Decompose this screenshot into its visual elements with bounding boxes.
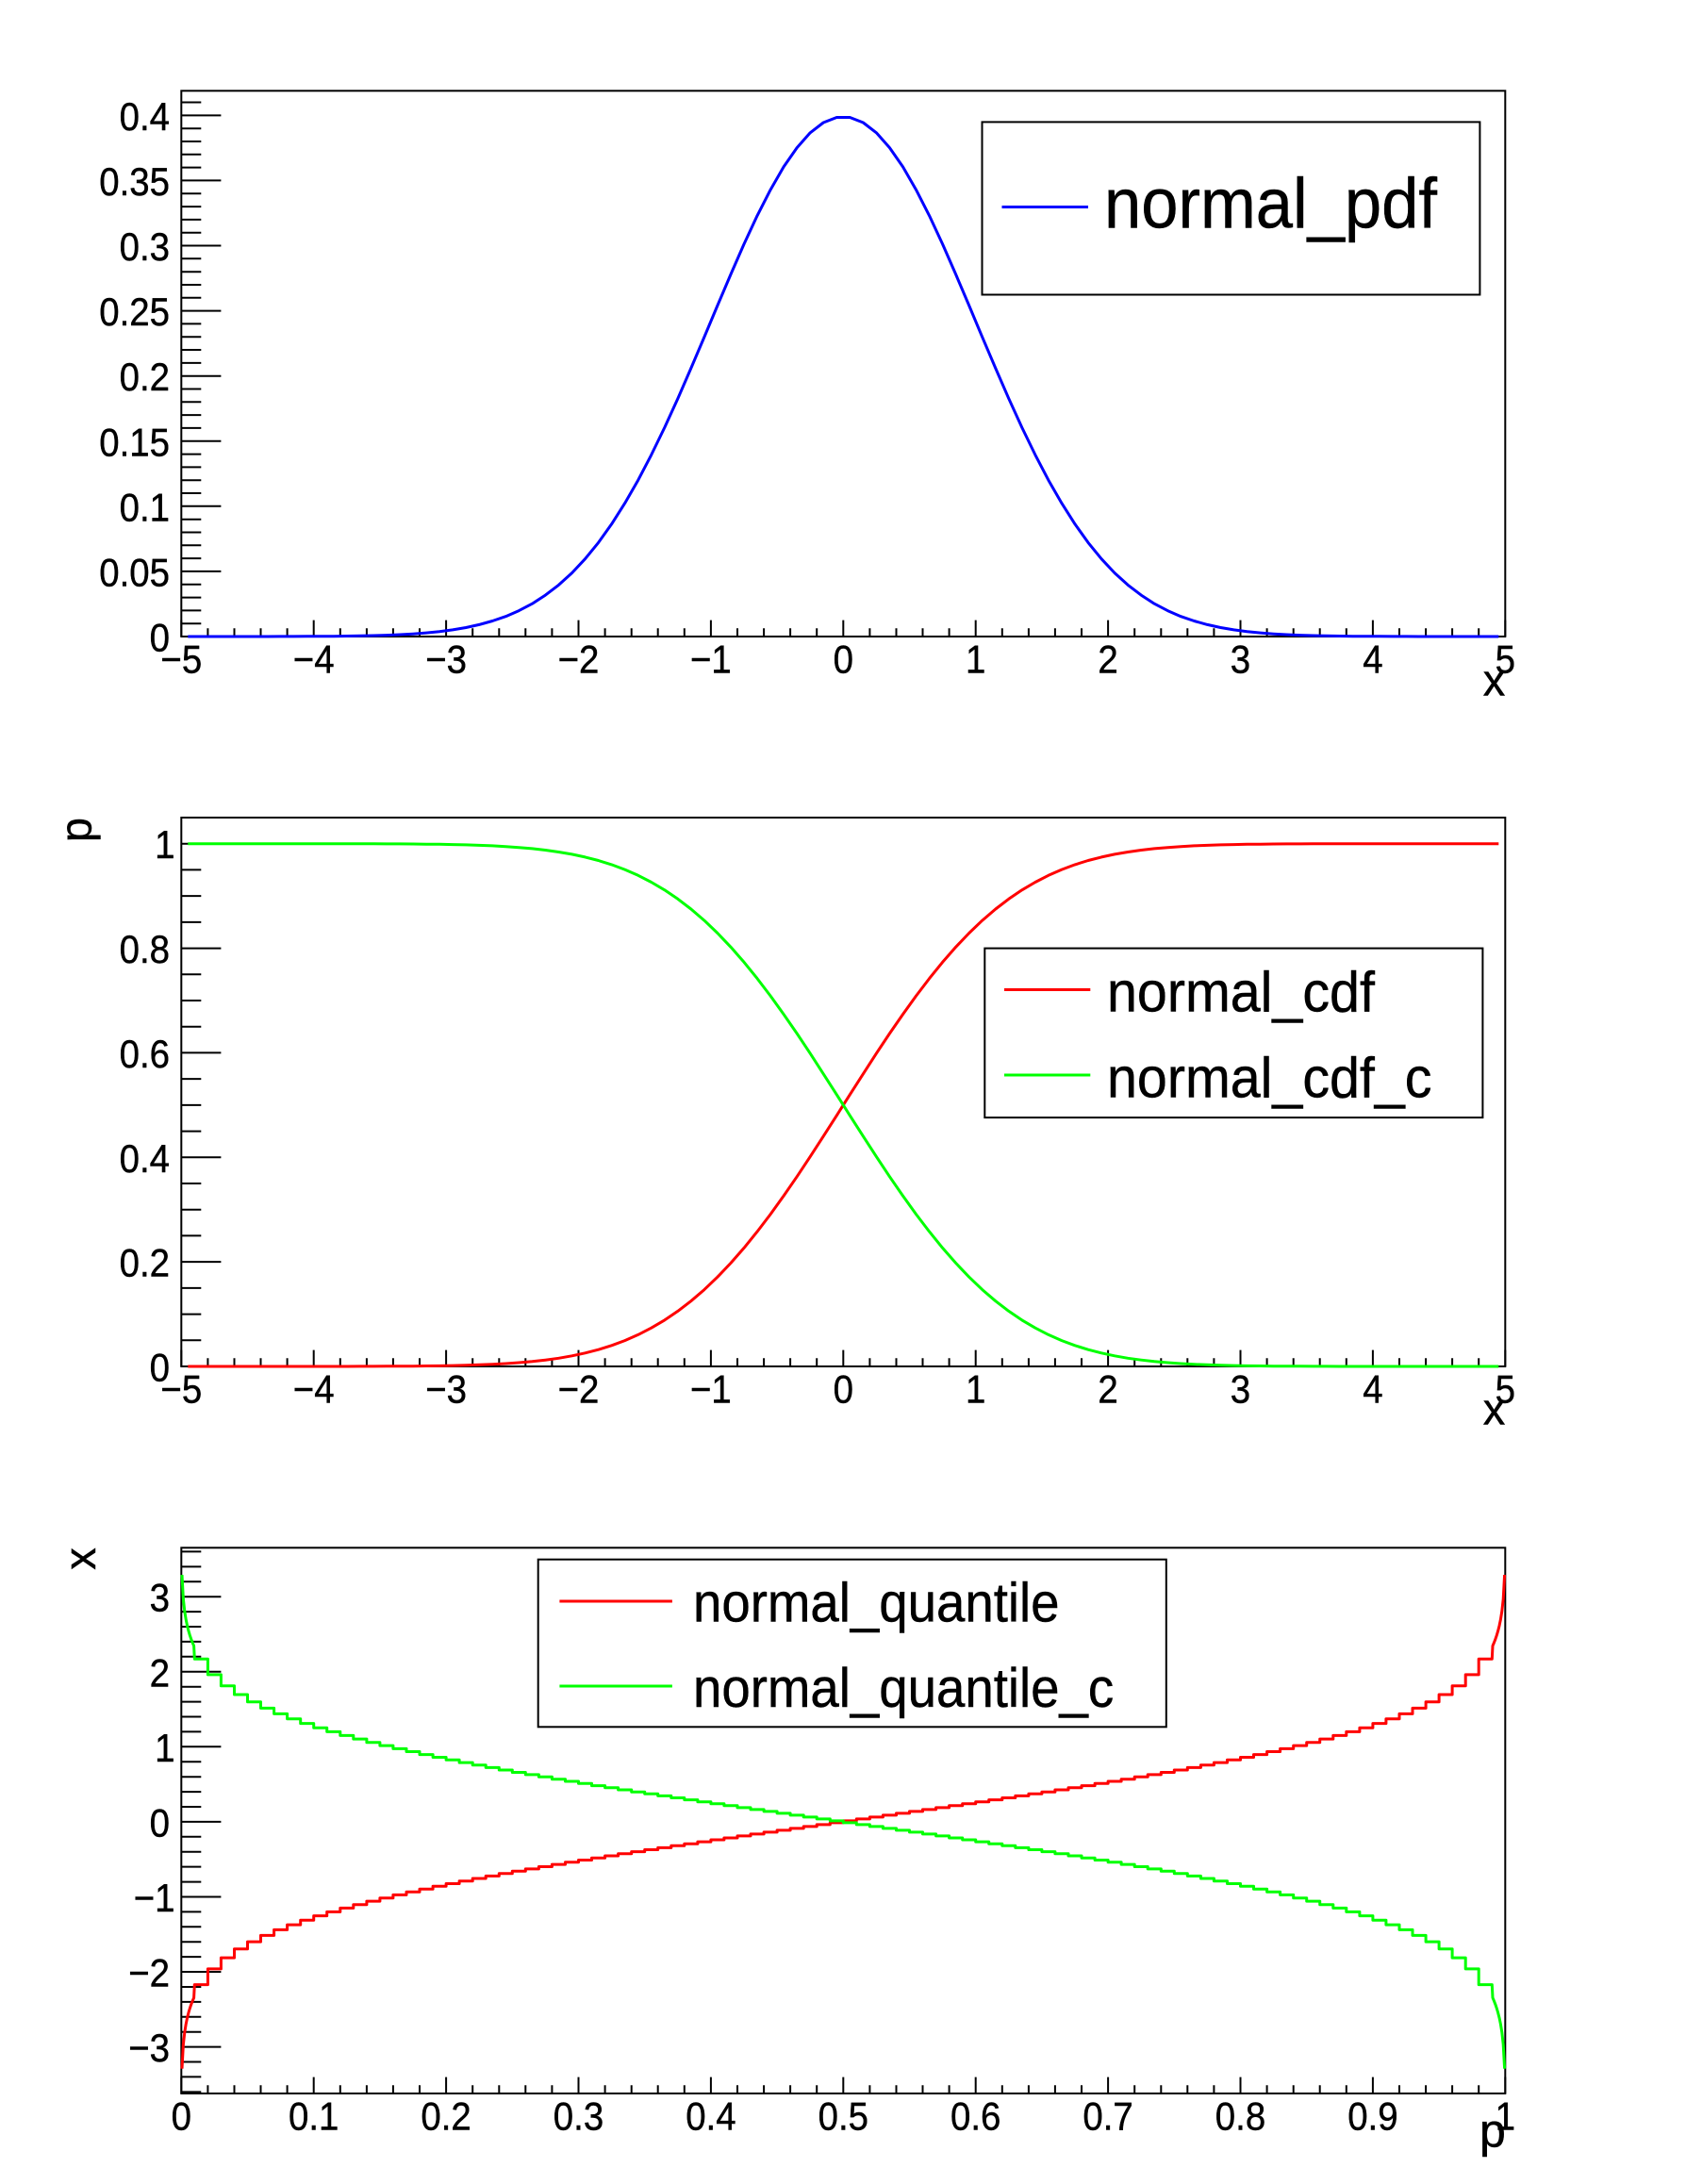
svg-text:normal_pdf: normal_pdf xyxy=(1104,164,1437,243)
svg-text:0.8: 0.8 xyxy=(1215,2094,1265,2139)
svg-text:1: 1 xyxy=(155,822,174,867)
svg-text:0: 0 xyxy=(172,2094,191,2139)
svg-text:x: x xyxy=(1483,1384,1506,1434)
svg-text:p: p xyxy=(51,818,101,842)
svg-text:normal_quantile_c: normal_quantile_c xyxy=(693,1658,1114,1719)
svg-text:0.1: 0.1 xyxy=(120,485,170,529)
svg-text:0.2: 0.2 xyxy=(120,1241,170,1285)
svg-text:0: 0 xyxy=(150,1800,170,1845)
svg-text:−1: −1 xyxy=(134,1876,175,1920)
svg-text:−3: −3 xyxy=(425,637,467,682)
svg-text:0.2: 0.2 xyxy=(120,355,170,399)
svg-text:0.6: 0.6 xyxy=(120,1032,170,1076)
svg-text:3: 3 xyxy=(1231,637,1250,682)
svg-text:0.4: 0.4 xyxy=(120,1136,170,1181)
svg-text:0.7: 0.7 xyxy=(1083,2094,1132,2139)
svg-text:normal_cdf_c: normal_cdf_c xyxy=(1107,1047,1432,1110)
svg-text:3: 3 xyxy=(150,1576,170,1620)
svg-text:2: 2 xyxy=(1098,1367,1117,1412)
svg-text:0: 0 xyxy=(834,637,853,682)
svg-text:−2: −2 xyxy=(558,637,600,682)
svg-text:0.4: 0.4 xyxy=(120,94,170,139)
svg-text:normal_quantile: normal_quantile xyxy=(693,1573,1060,1634)
svg-text:0.5: 0.5 xyxy=(818,2094,868,2139)
svg-text:0.25: 0.25 xyxy=(99,290,170,334)
svg-text:p: p xyxy=(1479,2105,1506,2158)
svg-text:0.9: 0.9 xyxy=(1347,2094,1397,2139)
svg-text:0.3: 0.3 xyxy=(554,2094,603,2139)
svg-text:0.2: 0.2 xyxy=(421,2094,471,2139)
svg-text:0: 0 xyxy=(150,1346,170,1390)
svg-text:0.15: 0.15 xyxy=(99,420,170,464)
svg-text:1: 1 xyxy=(966,637,985,682)
svg-text:−2: −2 xyxy=(558,1367,600,1412)
svg-text:−5: −5 xyxy=(160,637,202,682)
svg-text:0.4: 0.4 xyxy=(686,2094,736,2139)
svg-text:x: x xyxy=(1483,655,1506,705)
svg-text:−1: −1 xyxy=(690,1367,732,1412)
svg-text:0: 0 xyxy=(150,616,170,660)
svg-text:normal_cdf: normal_cdf xyxy=(1107,961,1375,1024)
svg-text:−4: −4 xyxy=(293,1367,335,1412)
svg-text:−3: −3 xyxy=(425,1367,467,1412)
svg-text:5: 5 xyxy=(1496,637,1515,682)
svg-text:1: 1 xyxy=(1496,2094,1515,2139)
svg-text:−4: −4 xyxy=(293,637,335,682)
svg-text:3: 3 xyxy=(1231,1367,1250,1412)
svg-text:2: 2 xyxy=(1098,637,1117,682)
svg-text:1: 1 xyxy=(966,1367,985,1412)
svg-text:1: 1 xyxy=(155,1726,174,1770)
svg-text:0.6: 0.6 xyxy=(950,2094,1000,2139)
svg-text:−5: −5 xyxy=(160,1367,202,1412)
svg-text:0.8: 0.8 xyxy=(120,927,170,971)
svg-text:0: 0 xyxy=(834,1367,853,1412)
svg-text:4: 4 xyxy=(1363,1367,1382,1412)
svg-text:2: 2 xyxy=(150,1650,170,1695)
svg-text:−1: −1 xyxy=(690,637,732,682)
svg-text:5: 5 xyxy=(1496,1367,1515,1412)
svg-text:−2: −2 xyxy=(128,1951,170,1995)
svg-text:0.35: 0.35 xyxy=(99,159,170,204)
svg-text:0.3: 0.3 xyxy=(120,224,170,269)
svg-text:x: x xyxy=(55,1547,105,1570)
svg-text:4: 4 xyxy=(1363,637,1382,682)
svg-text:−3: −3 xyxy=(128,2026,170,2070)
svg-text:0.05: 0.05 xyxy=(99,550,170,594)
svg-text:0.1: 0.1 xyxy=(289,2094,339,2139)
